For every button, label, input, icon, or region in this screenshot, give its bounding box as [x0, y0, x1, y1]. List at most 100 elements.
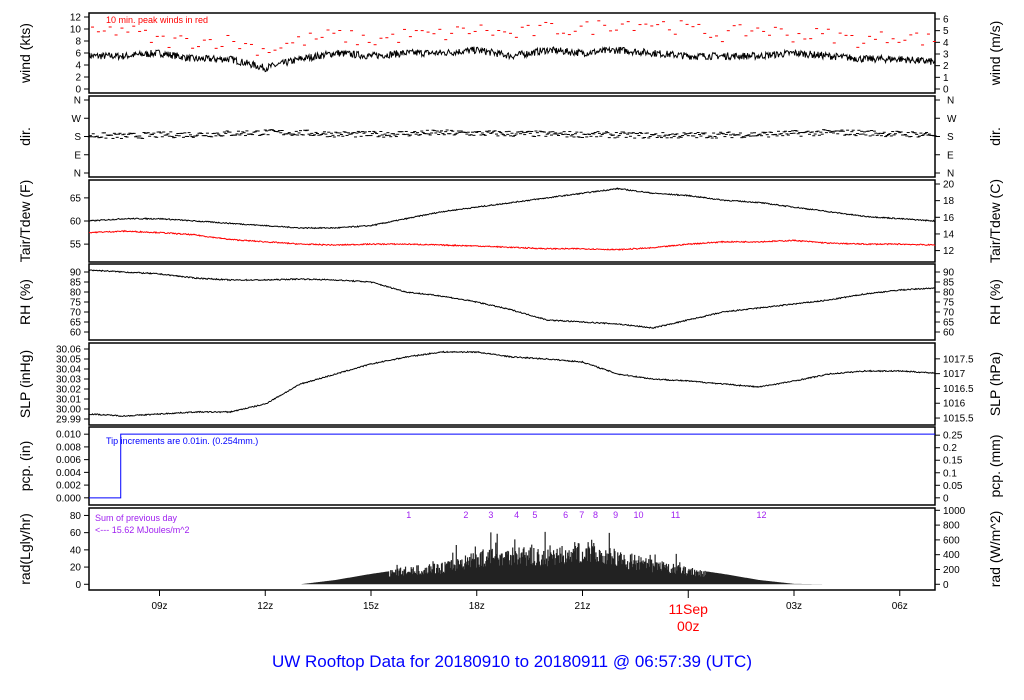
y-tick-label: 29.99 [56, 415, 81, 426]
y-tick-label-right: 600 [943, 535, 960, 546]
y-tick-label-right: 800 [943, 521, 960, 532]
y-tick-label-right: E [947, 150, 954, 161]
tip-label: 7 [579, 510, 584, 520]
y-tick-label-right: 0 [943, 580, 949, 591]
y-tick-label-right: 1017 [943, 369, 966, 380]
y-tick-label: 60 [70, 528, 82, 539]
y-tick-label-right: 200 [943, 565, 960, 576]
y-tick-label: 6 [75, 49, 81, 60]
y-axis-label-right: RH (%) [987, 279, 1003, 325]
y-tick-label-right: 5 [943, 26, 949, 37]
y-tick-label: 12 [70, 13, 82, 24]
x-tick-label: 06z [892, 601, 908, 612]
precip-line [89, 433, 935, 499]
y-tick-label-right: 2 [943, 61, 949, 72]
y-axis-label: RH (%) [17, 279, 33, 325]
x-tick-label: 12z [257, 601, 273, 612]
y-tick-label: 30.05 [56, 355, 81, 366]
tip-label: 3 [488, 510, 493, 520]
hour-label: 00z [677, 618, 700, 634]
panel-frame [88, 426, 936, 506]
y-tick-label-right: 20 [943, 180, 955, 191]
y-tick-label: 65 [70, 193, 82, 204]
y-tick-label-right: 60 [943, 328, 955, 339]
y-tick-label: W [72, 114, 82, 125]
panel-slp: SLP (inHg) SLP (hPa)29.9930.0030.0130.023… [17, 342, 1003, 426]
series-RH [88, 269, 936, 330]
y-tick-label: 0.002 [56, 481, 81, 492]
y-tick-label: 55 [70, 240, 82, 251]
y-tick-label-right: 80 [943, 288, 955, 299]
y-tick-label: 85 [70, 278, 82, 289]
y-tick-label: 30.03 [56, 375, 81, 386]
y-axis-label: dir. [17, 127, 33, 146]
y-tick-label-right: 0.15 [943, 456, 963, 467]
series-Tdew [89, 229, 936, 251]
series-wind [88, 45, 936, 73]
y-tick-label-right: 1000 [943, 506, 966, 517]
y-tick-label-right: 1016 [943, 399, 966, 410]
y-tick-label-right: 400 [943, 550, 960, 561]
y-tick-label-right: 4 [943, 38, 949, 49]
y-tick-label: 30.06 [56, 345, 81, 356]
y-tick-label: 20 [70, 563, 82, 574]
series-Tair [88, 187, 936, 230]
y-tick-label-right: 65 [943, 318, 955, 329]
panel-frame [88, 179, 936, 263]
y-tick-label-right: 0 [943, 85, 949, 96]
y-axis-label-right: wind (m/s) [987, 21, 1003, 87]
y-tick-label-right: 0.25 [943, 431, 963, 442]
y-tick-label: 60 [70, 217, 82, 228]
tip-label: 8 [593, 510, 598, 520]
panel-dir: dir. dir.N NE ES SW WN N [17, 95, 1003, 180]
panel-annotation: Tip increments are 0.01in. (0.254mm.) [106, 436, 258, 446]
y-tick-label: N [74, 169, 81, 180]
tip-label: 9 [613, 510, 618, 520]
y-axis-label-right: Tair/Tdew (C) [987, 179, 1003, 263]
y-axis-label: rad(Lgly/hr) [17, 513, 33, 585]
y-tick-label-right: S [947, 132, 954, 143]
y-tick-label-right: 0.2 [943, 443, 957, 454]
y-tick-label: S [74, 132, 81, 143]
y-tick-label: 40 [70, 545, 82, 556]
y-tick-label-right: 85 [943, 278, 955, 289]
tip-label: 4 [514, 510, 519, 520]
panel-frame [88, 12, 936, 94]
y-axis-label-right: rad (W/m^2) [987, 511, 1003, 588]
y-tick-label-right: 1016.5 [943, 384, 974, 395]
y-tick-label: 0.008 [56, 442, 81, 453]
date-label: 11Sep [669, 601, 709, 617]
panel-frame [88, 342, 936, 426]
y-tick-label: 10 [70, 25, 82, 36]
y-tick-label-right: 6 [943, 14, 949, 25]
y-tick-label-right: 1 [943, 73, 949, 84]
y-tick-label-right: 1015.5 [943, 414, 974, 425]
y-tick-label: N [74, 96, 81, 107]
y-tick-label-right: 1017.5 [943, 354, 974, 365]
rad-sum-value: <--- 15.62 MJoules/m^2 [95, 525, 190, 535]
y-tick-label-right: 12 [943, 246, 955, 257]
y-tick-label: E [74, 150, 81, 161]
y-tick-label: 0 [75, 580, 81, 591]
y-tick-label: 75 [70, 298, 82, 309]
panel-frame [88, 507, 936, 591]
tip-label: 12 [757, 510, 767, 520]
y-tick-label: 0 [75, 85, 81, 96]
y-axis-label: pcp. (in) [17, 441, 33, 492]
y-axis-label-right: SLP (hPa) [987, 352, 1003, 416]
y-tick-label: 4 [75, 61, 81, 72]
panel-temp: Tair/Tdew (F) Tair/Tdew (C) 55 60 65 12 14 16 18… [17, 179, 1003, 263]
y-tick-label-right: W [947, 114, 957, 125]
tip-label: 6 [563, 510, 568, 520]
y-tick-label: 0.010 [56, 430, 81, 441]
tip-label: 11 [671, 510, 680, 520]
y-tick-label: 60 [70, 328, 82, 339]
x-tick-label: 09z [151, 601, 167, 612]
y-tick-label: 0.006 [56, 455, 81, 466]
y-tick-label-right: N [947, 169, 954, 180]
y-tick-label-right: 16 [943, 213, 955, 224]
y-tick-label: 90 [70, 268, 82, 279]
y-tick-label-right: 18 [943, 196, 955, 207]
x-tick-label: 18z [469, 601, 485, 612]
